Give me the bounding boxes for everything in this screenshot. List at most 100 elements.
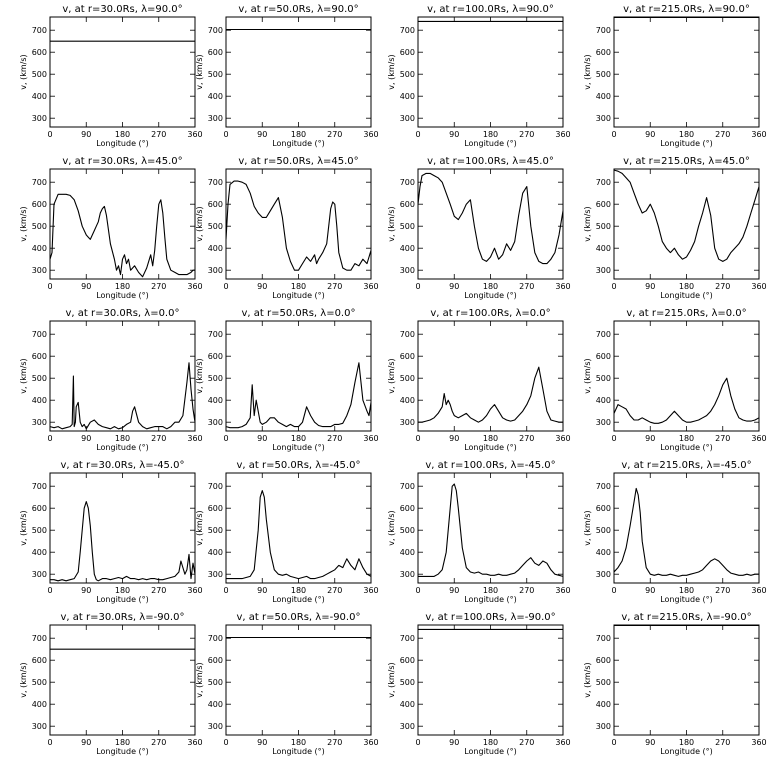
x-tick-label: 360	[751, 282, 766, 291]
x-axis-label: Longitude (°)	[272, 443, 325, 452]
x-tick-label: 270	[151, 586, 166, 595]
x-tick-label: 0	[415, 282, 420, 291]
y-tick-label: 300	[208, 722, 223, 731]
y-tick-label: 600	[596, 48, 611, 57]
y-tick-label: 400	[596, 92, 611, 101]
y-tick-label: 400	[596, 244, 611, 253]
series-line	[614, 377, 759, 424]
x-tick-label: 180	[483, 738, 498, 747]
y-tick-label: 700	[208, 26, 223, 35]
y-tick-label: 300	[596, 570, 611, 579]
x-tick-label: 360	[555, 282, 570, 291]
x-tick-label: 0	[223, 586, 228, 595]
x-tick-label: 0	[47, 434, 52, 443]
chart-title: v, at r=100.0Rs, λ=-90.0°	[425, 612, 555, 623]
y-tick-label: 600	[400, 200, 415, 209]
x-tick-label: 270	[519, 282, 534, 291]
chart-panel: v, at r=50.0Rs, λ=0.0° 0 90 180 270 360 300 400…	[195, 308, 379, 452]
chart-title: v, at r=30.0Rs, λ=-90.0°	[61, 612, 185, 623]
plot-frame	[225, 168, 372, 280]
x-tick-label: 0	[611, 282, 616, 291]
y-tick-label: 600	[596, 656, 611, 665]
y-tick-label: 400	[32, 92, 47, 101]
y-tick-label: 500	[400, 526, 415, 535]
x-tick-label: 360	[187, 282, 202, 291]
x-tick-label: 180	[483, 434, 498, 443]
y-tick-label: 700	[32, 634, 47, 643]
x-tick-label: 0	[47, 738, 52, 747]
x-tick-label: 270	[715, 130, 730, 139]
plot-frame	[613, 16, 760, 128]
y-axis-label: v, (km/s)	[19, 54, 28, 89]
y-tick-label: 300	[400, 266, 415, 275]
y-tick-label: 500	[596, 526, 611, 535]
x-axis-label: Longitude (°)	[464, 443, 517, 452]
x-tick-label: 180	[483, 586, 498, 595]
chart-title: v, at r=30.0Rs, λ=-45.0°	[61, 460, 185, 471]
x-tick-label: 180	[679, 738, 694, 747]
x-tick-label: 360	[555, 434, 570, 443]
x-tick-label: 0	[415, 130, 420, 139]
x-tick-label: 270	[715, 738, 730, 747]
x-axis-label: Longitude (°)	[272, 291, 325, 300]
x-tick-label: 360	[751, 434, 766, 443]
y-axis-label: v, (km/s)	[583, 54, 592, 89]
x-tick-label: 0	[611, 130, 616, 139]
x-tick-label: 270	[715, 586, 730, 595]
y-tick-label: 300	[400, 570, 415, 579]
y-axis-label: v, (km/s)	[195, 662, 204, 697]
y-tick-label: 700	[596, 178, 611, 187]
x-tick-label: 180	[115, 586, 130, 595]
y-tick-label: 300	[208, 418, 223, 427]
x-tick-label: 180	[115, 738, 130, 747]
y-tick-label: 300	[32, 418, 47, 427]
x-axis-label: Longitude (°)	[660, 595, 713, 604]
y-tick-label: 500	[208, 70, 223, 79]
x-tick-label: 0	[223, 434, 228, 443]
y-tick-label: 500	[400, 678, 415, 687]
plot-frame	[49, 624, 196, 736]
x-tick-label: 270	[519, 738, 534, 747]
x-tick-label: 0	[415, 586, 420, 595]
y-tick-label: 600	[596, 200, 611, 209]
y-tick-label: 600	[400, 352, 415, 361]
y-tick-label: 700	[208, 330, 223, 339]
x-tick-label: 90	[81, 282, 91, 291]
x-tick-label: 360	[187, 738, 202, 747]
y-tick-label: 700	[596, 634, 611, 643]
y-tick-label: 500	[32, 374, 47, 383]
chart-title: v, at r=215.0Rs, λ=90.0°	[623, 4, 750, 15]
plot-frame	[417, 320, 564, 432]
x-tick-label: 270	[715, 434, 730, 443]
y-tick-label: 600	[32, 656, 47, 665]
x-tick-label: 360	[555, 130, 570, 139]
y-tick-label: 700	[32, 482, 47, 491]
y-tick-label: 600	[32, 352, 47, 361]
y-tick-label: 500	[596, 374, 611, 383]
y-tick-label: 300	[208, 266, 223, 275]
series-line	[226, 490, 371, 580]
y-tick-label: 400	[32, 700, 47, 709]
y-tick-label: 300	[596, 722, 611, 731]
x-tick-label: 360	[363, 434, 378, 443]
x-tick-label: 180	[291, 738, 306, 747]
y-tick-label: 500	[400, 374, 415, 383]
y-tick-label: 500	[32, 70, 47, 79]
y-axis-label: v, (km/s)	[583, 358, 592, 393]
chart-panel: v, at r=30.0Rs, λ=45.0° 0 90 180 270 360 300 40…	[19, 156, 203, 300]
chart-title: v, at r=50.0Rs, λ=0.0°	[242, 308, 356, 319]
chart-title: v, at r=100.0Rs, λ=45.0°	[427, 156, 554, 167]
chart-title: v, at r=100.0Rs, λ=0.0°	[430, 308, 550, 319]
chart-panel: v, at r=30.0Rs, λ=90.0° 0 90 180 270 360 300 40…	[19, 4, 203, 148]
x-tick-label: 180	[679, 130, 694, 139]
y-tick-label: 500	[208, 222, 223, 231]
y-tick-label: 300	[596, 418, 611, 427]
chart-panel: v, at r=100.0Rs, λ=0.0° 0 90 180 270 360 300 40…	[387, 308, 571, 452]
y-tick-label: 400	[32, 548, 47, 557]
x-tick-label: 0	[611, 434, 616, 443]
x-tick-label: 180	[291, 586, 306, 595]
chart-panel: v, at r=30.0Rs, λ=-45.0° 0 90 180 270 360 300 4…	[19, 460, 203, 604]
chart-panel: v, at r=215.0Rs, λ=0.0° 0 90 180 270 360 300 40…	[583, 308, 767, 452]
y-tick-label: 500	[32, 222, 47, 231]
plot-frame	[225, 16, 372, 128]
